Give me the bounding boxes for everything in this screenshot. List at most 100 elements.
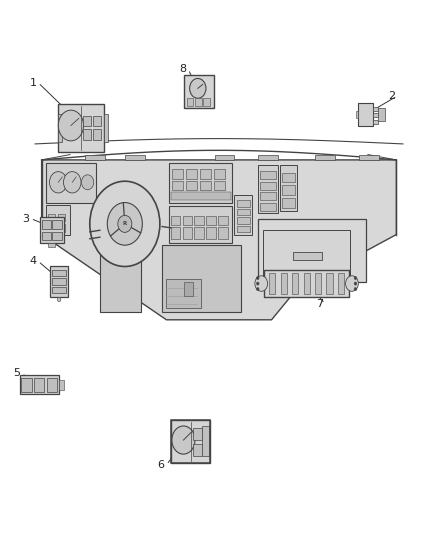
Bar xyxy=(93,116,101,126)
Bar xyxy=(269,273,276,294)
Bar xyxy=(260,192,276,200)
Bar xyxy=(218,216,228,225)
Circle shape xyxy=(81,175,94,190)
Bar xyxy=(326,273,333,294)
Circle shape xyxy=(64,172,81,193)
Bar xyxy=(263,230,350,278)
Bar xyxy=(281,273,287,294)
Bar xyxy=(162,245,241,312)
Bar xyxy=(42,231,51,240)
Text: 7: 7 xyxy=(316,299,323,309)
Bar xyxy=(194,227,204,239)
Bar xyxy=(373,119,378,124)
Bar xyxy=(171,420,210,463)
Bar xyxy=(186,169,197,179)
Text: 3: 3 xyxy=(22,214,29,223)
Bar xyxy=(58,214,65,221)
Bar xyxy=(183,227,192,239)
Bar xyxy=(200,181,211,190)
Bar xyxy=(234,195,252,235)
Bar xyxy=(172,181,183,190)
Bar xyxy=(83,130,91,140)
Bar xyxy=(171,192,231,200)
Bar xyxy=(218,227,228,239)
Bar xyxy=(378,108,385,122)
Bar xyxy=(215,155,234,160)
Bar xyxy=(282,198,295,208)
Bar xyxy=(237,200,250,207)
Bar xyxy=(184,282,193,296)
Bar xyxy=(58,114,61,142)
Bar xyxy=(260,182,276,190)
Bar xyxy=(204,98,210,106)
Bar xyxy=(264,270,349,297)
Circle shape xyxy=(190,78,206,98)
Bar xyxy=(195,98,201,106)
Bar xyxy=(52,278,66,285)
Bar xyxy=(356,111,358,118)
Bar xyxy=(93,130,101,140)
Bar xyxy=(193,428,201,440)
Bar xyxy=(125,155,145,160)
Circle shape xyxy=(354,287,357,290)
Bar xyxy=(186,181,197,190)
Text: 6: 6 xyxy=(158,460,165,470)
Text: 4: 4 xyxy=(29,256,36,266)
Bar xyxy=(46,377,57,392)
Bar xyxy=(258,155,278,160)
Bar xyxy=(338,273,344,294)
Circle shape xyxy=(57,297,61,302)
Bar xyxy=(58,224,65,232)
Circle shape xyxy=(107,203,142,245)
Bar xyxy=(34,377,44,392)
Bar xyxy=(315,273,321,294)
Bar xyxy=(373,107,378,111)
Bar xyxy=(166,279,201,308)
Bar xyxy=(50,266,68,297)
Bar xyxy=(169,206,232,243)
Bar xyxy=(104,114,107,142)
Bar xyxy=(359,155,379,160)
Bar xyxy=(358,103,373,126)
Bar xyxy=(206,216,216,225)
Bar xyxy=(39,217,64,243)
Text: 8: 8 xyxy=(180,64,187,74)
Bar xyxy=(58,104,104,152)
Bar xyxy=(373,113,378,117)
Circle shape xyxy=(354,277,357,280)
Circle shape xyxy=(256,287,259,290)
Bar xyxy=(53,220,62,229)
Bar xyxy=(237,209,250,215)
Bar xyxy=(46,205,70,235)
Polygon shape xyxy=(42,160,396,320)
Circle shape xyxy=(49,172,67,193)
Bar xyxy=(100,243,141,312)
Bar xyxy=(46,163,96,203)
Bar xyxy=(280,165,297,211)
Bar xyxy=(237,226,250,232)
Bar xyxy=(52,270,66,276)
Bar xyxy=(172,169,183,179)
Bar xyxy=(83,116,91,126)
Bar xyxy=(194,216,204,225)
Circle shape xyxy=(90,181,160,266)
Bar xyxy=(48,243,55,247)
Text: R: R xyxy=(123,221,127,227)
Bar xyxy=(282,173,295,182)
Text: 2: 2 xyxy=(389,91,396,101)
Bar xyxy=(200,169,211,179)
Bar xyxy=(85,155,105,160)
Circle shape xyxy=(118,215,132,232)
Circle shape xyxy=(256,282,259,285)
Bar xyxy=(21,377,32,392)
Bar xyxy=(171,227,180,239)
Bar xyxy=(42,220,51,229)
Circle shape xyxy=(172,426,195,454)
Bar xyxy=(53,231,62,240)
Bar xyxy=(258,219,366,282)
Bar xyxy=(52,287,66,293)
Circle shape xyxy=(354,282,357,285)
Bar xyxy=(293,252,322,260)
Circle shape xyxy=(255,276,268,292)
Bar xyxy=(260,203,276,211)
